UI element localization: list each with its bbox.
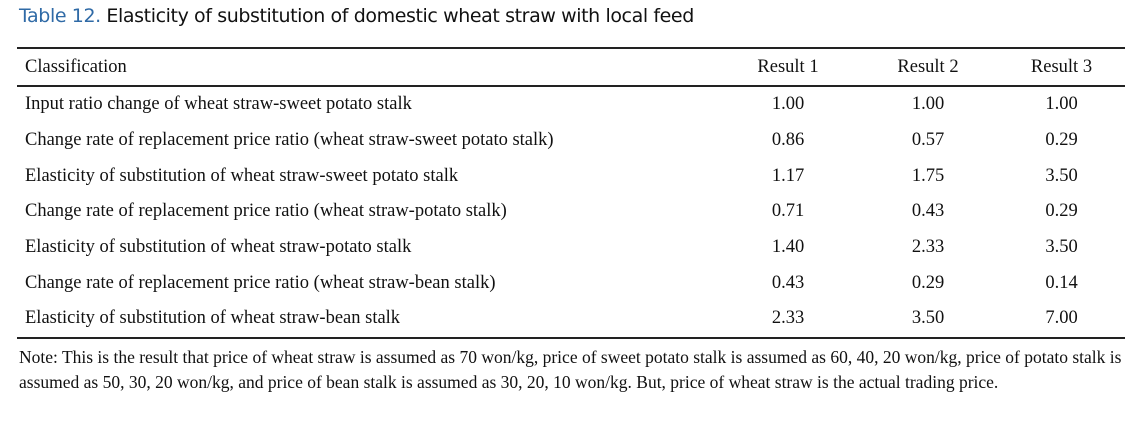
result-3-cell: 7.00	[1045, 308, 1078, 329]
table-row: Input ratio change of wheat straw-sweet …	[17, 86, 1125, 123]
row-label: Elasticity of substitution of wheat stra…	[25, 165, 459, 186]
row-label: Input ratio change of wheat straw-sweet …	[25, 94, 412, 115]
header-row: Classification Result 1 Result 2 Result …	[17, 48, 1125, 86]
table-row: Elasticity of substitution of wheat stra…	[17, 230, 1125, 266]
table-title: Elasticity of substitution of domestic w…	[100, 5, 694, 27]
result-2-cell: 0.43	[911, 201, 945, 222]
table-note: Note: This is the result that price of w…	[19, 347, 1122, 392]
result-2-cell: 3.50	[911, 308, 945, 329]
result-2-cell: 0.57	[911, 130, 945, 151]
result-2-cell: 1.00	[911, 94, 945, 115]
header-result-3: Result 3	[1030, 56, 1093, 77]
result-2-cell: 0.29	[911, 272, 945, 293]
elasticity-table: Classification Result 1 Result 2 Result …	[17, 47, 1125, 339]
result-3-cell: 1.00	[1045, 94, 1078, 115]
row-label: Elasticity of substitution of wheat stra…	[25, 237, 412, 258]
header-result-1: Result 1	[757, 56, 819, 77]
table-row: Elasticity of substitution of wheat stra…	[17, 158, 1125, 194]
result-1-cell: 0.86	[771, 130, 805, 151]
table-row: Change rate of replacement price ratio (…	[17, 194, 1125, 230]
header-result-2: Result 2	[897, 56, 959, 77]
result-1-cell: 0.43	[771, 272, 805, 293]
result-1-cell: 2.33	[771, 308, 805, 329]
result-3-cell: 0.14	[1045, 272, 1078, 293]
row-label: Change rate of replacement price ratio (…	[25, 130, 554, 151]
result-3-cell: 0.29	[1045, 130, 1078, 151]
result-1-cell: 0.71	[771, 201, 805, 222]
result-2-cell: 1.75	[911, 165, 945, 186]
result-1-cell: 1.00	[771, 94, 805, 115]
result-2-cell: 2.33	[911, 237, 945, 258]
table-number: Table 12.	[19, 5, 101, 27]
table-row: Change rate of replacement price ratio (…	[17, 123, 1125, 159]
table-row: Elasticity of substitution of wheat stra…	[17, 301, 1125, 338]
result-3-cell: 3.50	[1045, 165, 1078, 186]
header-classification: Classification	[25, 56, 127, 77]
result-3-cell: 3.50	[1045, 237, 1078, 258]
row-label: Elasticity of substitution of wheat stra…	[25, 308, 401, 329]
table-caption: Table 12. Elasticity of substitution of …	[19, 5, 694, 27]
row-label: Change rate of replacement price ratio (…	[25, 272, 496, 293]
result-3-cell: 0.29	[1045, 201, 1078, 222]
result-1-cell: 1.40	[771, 237, 805, 258]
table-row: Change rate of replacement price ratio (…	[17, 265, 1125, 301]
row-label: Change rate of replacement price ratio (…	[25, 201, 507, 222]
result-1-cell: 1.17	[771, 165, 805, 186]
